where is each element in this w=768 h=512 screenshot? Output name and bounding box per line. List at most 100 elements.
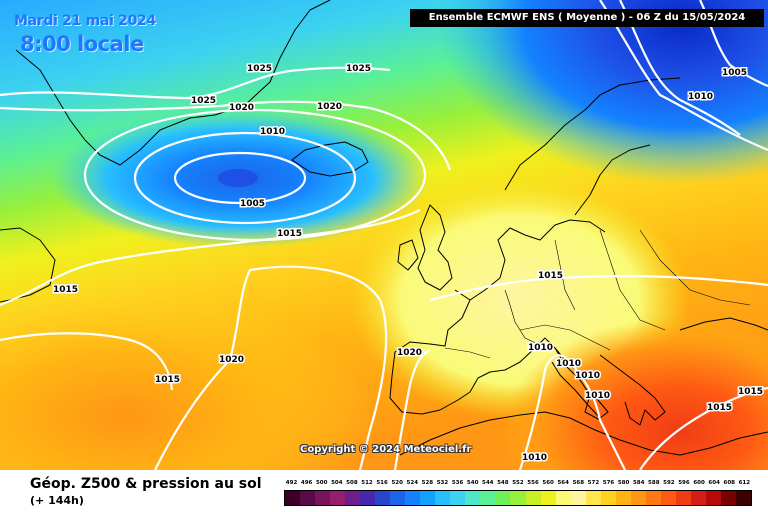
- color-scale-value: 568: [572, 480, 585, 486]
- color-scale-value: 608: [723, 480, 735, 486]
- coastline-balkans-greece: [599, 354, 666, 426]
- isobar-label: 1015: [738, 387, 763, 397]
- isobar-label: 1010: [528, 343, 553, 353]
- coastlines: [0, 0, 768, 456]
- isobar-label: 1010: [556, 359, 581, 369]
- color-scale-labels: 492 496 500 504 508 512 516 520 524 528 532 536 540 5…: [284, 480, 752, 490]
- isobar-label: 1015: [155, 375, 180, 385]
- color-scale-swatch: [285, 491, 301, 505]
- color-scale-swatch: [315, 491, 331, 505]
- color-scale-swatch: [735, 491, 751, 505]
- isobar-1010-north-east: [619, 0, 741, 136]
- color-scale-swatch: [690, 491, 706, 505]
- isobar-1015-southeast: [639, 386, 768, 470]
- coastline-north-sea: [469, 219, 606, 301]
- isobar-1015-southwest: [0, 332, 174, 391]
- isobar-label: 1015: [277, 229, 302, 239]
- color-scale-value: 552: [512, 480, 524, 486]
- color-scale-value: 508: [346, 480, 358, 486]
- color-scale-value: 516: [376, 480, 388, 486]
- low-center-marker: [218, 169, 258, 187]
- color-scale-swatch: [555, 491, 571, 505]
- low-pressure-center: [218, 169, 258, 187]
- coastline-north-africa: [399, 411, 768, 456]
- country-borders: [444, 229, 751, 359]
- color-scale-swatch: [570, 491, 586, 505]
- isobar-label: 1010: [260, 127, 285, 137]
- border-france-germany: [504, 289, 541, 346]
- color-scale-swatch: [405, 491, 421, 505]
- isobar-1010-east: [599, 0, 768, 152]
- color-scale-value: 500: [315, 480, 328, 486]
- isobar-1020-north: [0, 100, 452, 171]
- color-scale-swatch: [540, 491, 556, 505]
- isobar-label: 1010: [575, 371, 600, 381]
- color-scale-swatch: [390, 491, 406, 505]
- color-scale-value: 576: [602, 480, 615, 486]
- coastline-west-europe: [389, 289, 601, 421]
- copyright-notice: Copyright © 2024 Meteociel.fr: [300, 444, 472, 455]
- color-scale-value: 572: [587, 480, 600, 486]
- isobar-1020-iberia: [393, 349, 431, 470]
- color-scale-swatch: [480, 491, 496, 505]
- color-scale-value: 564: [557, 480, 569, 486]
- color-scale-swatch: [525, 491, 541, 505]
- isobar-1010-mediterranean: [518, 354, 626, 470]
- border-spain-france: [444, 347, 491, 359]
- map-field-southwest: [0, 260, 420, 470]
- color-scale-value: 520: [391, 480, 403, 486]
- color-scale-value: 612: [738, 480, 751, 486]
- color-scale-swatch: [615, 491, 631, 505]
- border-east: [639, 229, 751, 306]
- color-scale-value: 596: [678, 480, 690, 486]
- color-scale-value: 588: [648, 480, 660, 486]
- color-scale-swatch: [300, 491, 316, 505]
- color-scale-value: 548: [497, 480, 509, 486]
- isobar-label: 1010: [585, 391, 610, 401]
- isobar-1020-south: [154, 265, 388, 470]
- color-scale-swatch: [495, 491, 511, 505]
- color-scale-swatch: [450, 491, 466, 505]
- forecast-local-time: 8:00 locale: [20, 32, 144, 56]
- color-scale-swatch: [465, 491, 481, 505]
- isobar-lines: [0, 0, 768, 470]
- isobar-label: 1025: [346, 64, 371, 74]
- color-scale-value: 592: [663, 480, 675, 486]
- color-scale-swatch: [720, 491, 736, 505]
- color-scale-swatch: [675, 491, 691, 505]
- color-scale-value: 528: [421, 480, 434, 486]
- isobar-label: 1020: [397, 348, 422, 358]
- color-scale-value: 604: [708, 480, 720, 486]
- color-scale-swatch: [420, 491, 436, 505]
- color-scale-swatch: [345, 491, 361, 505]
- isobar-1015-europe: [429, 275, 768, 302]
- coastline-iceland: [291, 141, 369, 177]
- isobar-label: 1015: [53, 285, 78, 295]
- color-scale-value: 540: [466, 480, 479, 486]
- color-scale-value: 536: [451, 480, 464, 486]
- color-scale-swatch: [360, 491, 376, 505]
- forecast-date: Mardi 21 mai 2024: [14, 13, 156, 29]
- isobar-ring-inner: [173, 151, 307, 205]
- color-scale-swatch: [645, 491, 661, 505]
- isobar-label: 1025: [247, 64, 272, 74]
- isobar-label: 1015: [538, 271, 563, 281]
- model-run-header: Ensemble ECMWF ENS ( Moyenne ) - 06 Z du…: [410, 9, 764, 27]
- isobar-label: 1005: [240, 199, 265, 209]
- isobar-label: 1010: [522, 453, 547, 463]
- color-scale-value: 600: [693, 480, 705, 486]
- isobar-labels: 1025 1025 1025 1020 1020 1010 1005 1015 …: [52, 63, 765, 465]
- isobar-label: 1020: [317, 102, 342, 112]
- color-scale-swatch: [330, 491, 346, 505]
- color-scale: 492 496 500 504 508 512 516 520 524 528 532 536 540 5…: [284, 480, 752, 508]
- color-scale-value: 584: [632, 480, 645, 486]
- coastline-british-isles: [397, 204, 453, 291]
- isobar-label: 1025: [191, 96, 216, 106]
- color-scale-swatch: [630, 491, 646, 505]
- legend-title: Géop. Z500 & pression au sol: [30, 476, 262, 492]
- color-scale-value: 524: [406, 480, 419, 486]
- forecast-range: (+ 144h): [30, 494, 84, 507]
- geopotential-map: 1025 1025 1025 1020 1020 1010 1005 1015 …: [0, 0, 768, 470]
- isobar-label: 1005: [722, 68, 747, 78]
